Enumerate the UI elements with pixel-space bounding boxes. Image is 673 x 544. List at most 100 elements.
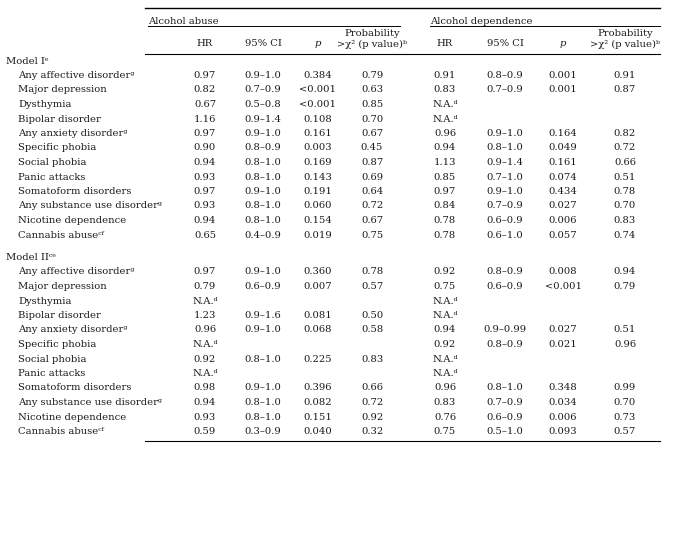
Text: 95% CI: 95% CI: [487, 40, 524, 48]
Text: 0.87: 0.87: [614, 85, 636, 95]
Text: 0.154: 0.154: [304, 216, 332, 225]
Text: 0.6–0.9: 0.6–0.9: [487, 282, 524, 291]
Text: 0.3–0.9: 0.3–0.9: [244, 427, 281, 436]
Text: N.A.ᵈ: N.A.ᵈ: [432, 311, 458, 320]
Text: Panic attacks: Panic attacks: [18, 369, 85, 378]
Text: HR: HR: [437, 40, 453, 48]
Text: 0.57: 0.57: [614, 427, 636, 436]
Text: Cannabis abuseᶜᶠ: Cannabis abuseᶜᶠ: [18, 427, 104, 436]
Text: 0.027: 0.027: [548, 325, 577, 335]
Text: 0.70: 0.70: [361, 114, 383, 123]
Text: 0.59: 0.59: [194, 427, 216, 436]
Text: Social phobia: Social phobia: [18, 158, 87, 167]
Text: N.A.ᵈ: N.A.ᵈ: [432, 114, 458, 123]
Text: 0.081: 0.081: [304, 311, 332, 320]
Text: 0.32: 0.32: [361, 427, 383, 436]
Text: 0.94: 0.94: [194, 158, 216, 167]
Text: 0.69: 0.69: [361, 172, 383, 182]
Text: p: p: [315, 40, 321, 48]
Text: Probability: Probability: [597, 28, 653, 38]
Text: 0.6–0.9: 0.6–0.9: [245, 282, 281, 291]
Text: 0.83: 0.83: [614, 216, 636, 225]
Text: 0.73: 0.73: [614, 412, 636, 422]
Text: 0.007: 0.007: [304, 282, 332, 291]
Text: 0.94: 0.94: [194, 398, 216, 407]
Text: 0.66: 0.66: [614, 158, 636, 167]
Text: 0.8–0.9: 0.8–0.9: [487, 71, 524, 80]
Text: 0.9–1.0: 0.9–1.0: [244, 187, 281, 196]
Text: 1.16: 1.16: [194, 114, 216, 123]
Text: Any affective disorderᵍ: Any affective disorderᵍ: [18, 268, 135, 276]
Text: 0.75: 0.75: [434, 282, 456, 291]
Text: 0.9–1.0: 0.9–1.0: [244, 384, 281, 393]
Text: N.A.ᵈ: N.A.ᵈ: [192, 369, 218, 378]
Text: 0.6–0.9: 0.6–0.9: [487, 216, 524, 225]
Text: 0.360: 0.360: [304, 268, 332, 276]
Text: 0.151: 0.151: [304, 412, 332, 422]
Text: Dysthymia: Dysthymia: [18, 100, 71, 109]
Text: Bipolar disorder: Bipolar disorder: [18, 311, 101, 320]
Text: 0.92: 0.92: [361, 412, 383, 422]
Text: 0.83: 0.83: [434, 398, 456, 407]
Text: 0.040: 0.040: [304, 427, 332, 436]
Text: 0.67: 0.67: [194, 100, 216, 109]
Text: 0.75: 0.75: [361, 231, 383, 239]
Text: 0.97: 0.97: [194, 268, 216, 276]
Text: 0.64: 0.64: [361, 187, 383, 196]
Text: 0.021: 0.021: [548, 340, 577, 349]
Text: 1.13: 1.13: [434, 158, 456, 167]
Text: 0.75: 0.75: [434, 427, 456, 436]
Text: Any affective disorderᵍ: Any affective disorderᵍ: [18, 71, 135, 80]
Text: 0.67: 0.67: [361, 129, 383, 138]
Text: 0.45: 0.45: [361, 144, 383, 152]
Text: 0.79: 0.79: [361, 71, 383, 80]
Text: N.A.ᵈ: N.A.ᵈ: [192, 340, 218, 349]
Text: 0.7–0.9: 0.7–0.9: [487, 201, 524, 211]
Text: 0.161: 0.161: [548, 158, 577, 167]
Text: 0.9–1.0: 0.9–1.0: [244, 325, 281, 335]
Text: HR: HR: [197, 40, 213, 48]
Text: 0.143: 0.143: [304, 172, 332, 182]
Text: Any anxiety disorderᵍ: Any anxiety disorderᵍ: [18, 129, 127, 138]
Text: 1.23: 1.23: [194, 311, 216, 320]
Text: 0.93: 0.93: [194, 412, 216, 422]
Text: Social phobia: Social phobia: [18, 355, 87, 363]
Text: 0.8–1.0: 0.8–1.0: [487, 384, 524, 393]
Text: 0.70: 0.70: [614, 398, 636, 407]
Text: 0.58: 0.58: [361, 325, 383, 335]
Text: 0.8–0.9: 0.8–0.9: [244, 144, 281, 152]
Text: 0.97: 0.97: [194, 129, 216, 138]
Text: 0.5–0.8: 0.5–0.8: [244, 100, 281, 109]
Text: 0.8–1.0: 0.8–1.0: [244, 201, 281, 211]
Text: 0.8–1.0: 0.8–1.0: [244, 172, 281, 182]
Text: 0.7–0.9: 0.7–0.9: [487, 85, 524, 95]
Text: 0.93: 0.93: [194, 201, 216, 211]
Text: Specific phobia: Specific phobia: [18, 144, 96, 152]
Text: 0.72: 0.72: [361, 398, 383, 407]
Text: Somatoform disorders: Somatoform disorders: [18, 384, 131, 393]
Text: 0.74: 0.74: [614, 231, 636, 239]
Text: 0.9–1.6: 0.9–1.6: [244, 311, 281, 320]
Text: 0.70: 0.70: [614, 201, 636, 211]
Text: 0.83: 0.83: [361, 355, 383, 363]
Text: 0.7–0.9: 0.7–0.9: [487, 398, 524, 407]
Text: Model Iᵉ: Model Iᵉ: [6, 57, 48, 65]
Text: 0.94: 0.94: [194, 216, 216, 225]
Text: 0.72: 0.72: [614, 144, 636, 152]
Text: 0.67: 0.67: [361, 216, 383, 225]
Text: N.A.ᵈ: N.A.ᵈ: [432, 369, 458, 378]
Text: Panic attacks: Panic attacks: [18, 172, 85, 182]
Text: 0.074: 0.074: [548, 172, 577, 182]
Text: 0.082: 0.082: [304, 398, 332, 407]
Text: 0.51: 0.51: [614, 325, 636, 335]
Text: Major depression: Major depression: [18, 282, 107, 291]
Text: 0.94: 0.94: [434, 144, 456, 152]
Text: 0.8–1.0: 0.8–1.0: [244, 158, 281, 167]
Text: 0.92: 0.92: [434, 340, 456, 349]
Text: N.A.ᵈ: N.A.ᵈ: [432, 100, 458, 109]
Text: Somatoform disorders: Somatoform disorders: [18, 187, 131, 196]
Text: 0.348: 0.348: [548, 384, 577, 393]
Text: Any substance use disorderᵍ: Any substance use disorderᵍ: [18, 398, 162, 407]
Text: 0.9–1.0: 0.9–1.0: [244, 268, 281, 276]
Text: 0.51: 0.51: [614, 172, 636, 182]
